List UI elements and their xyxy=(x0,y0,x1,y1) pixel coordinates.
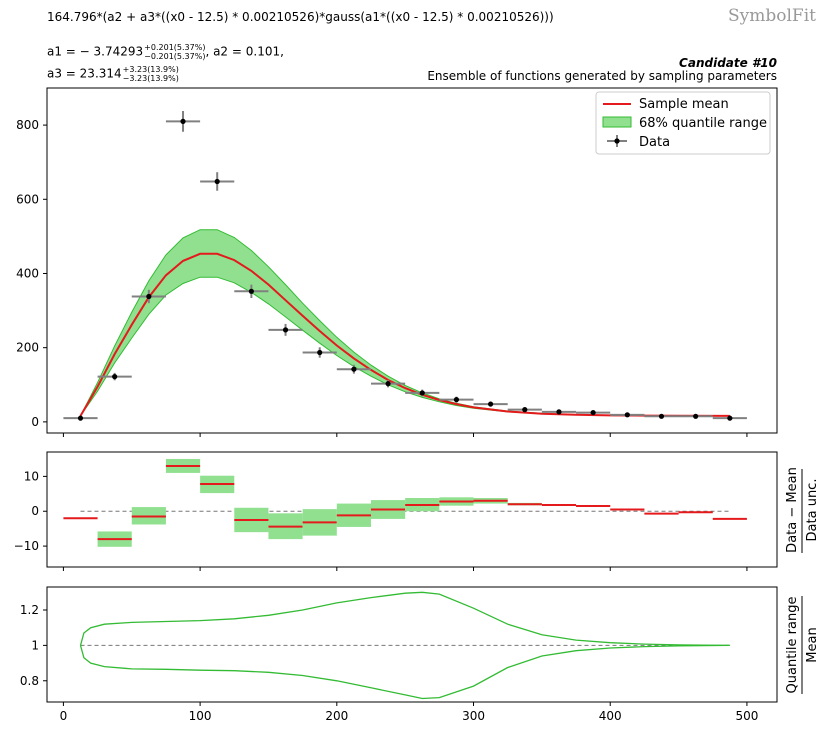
candidate-title: Candidate #10 xyxy=(679,56,777,70)
data-point xyxy=(282,327,289,333)
ratio-ylabel-bottom: Mean xyxy=(805,627,820,662)
data-point xyxy=(248,288,254,294)
formula-text: 164.796*(a2 + a3*((x0 - 12.5) * 0.002105… xyxy=(47,10,554,24)
symbolfit-logo: SymbolFit xyxy=(728,6,816,26)
residual-ytick-label: 0 xyxy=(31,504,39,518)
legend-band-swatch xyxy=(602,116,632,128)
legend-data-marker xyxy=(614,138,620,144)
data-point xyxy=(556,409,562,415)
main-ytick-label: 0 xyxy=(31,415,39,429)
data-point xyxy=(522,407,528,413)
residual-ylabel-bottom: Data unc. xyxy=(805,479,820,542)
x-tick-label: 200 xyxy=(325,709,348,723)
data-point xyxy=(214,178,220,185)
data-point xyxy=(351,366,357,372)
data-point xyxy=(317,349,323,356)
x-tick-label: 500 xyxy=(735,709,758,723)
residual-ytick-label: −10 xyxy=(14,539,39,553)
main-ytick-label: 200 xyxy=(16,341,39,355)
ratio-axes-frame xyxy=(46,586,778,703)
param-a3: a3 = 23.314+3.23(13.9%) −3.23(13.9%) xyxy=(47,65,179,83)
legend-band-label: 68% quantile range xyxy=(639,116,767,131)
data-point xyxy=(727,415,733,421)
data-point xyxy=(453,397,460,403)
x-tick-label: 400 xyxy=(599,709,622,723)
x-tick-label: 100 xyxy=(189,709,212,723)
data-point xyxy=(419,390,425,396)
ratio-ytick-label: 0.8 xyxy=(20,674,39,688)
legend-mean-label: Sample mean xyxy=(639,97,729,112)
main-axes-frame xyxy=(46,87,778,434)
ratio-lower-line xyxy=(79,644,730,700)
data-point xyxy=(658,413,665,419)
data-point xyxy=(77,415,84,421)
x-tick-label: 0 xyxy=(60,709,68,723)
a3-label: a3 = 23.314 xyxy=(47,66,122,81)
data-point xyxy=(146,293,152,300)
x-tick-label: 300 xyxy=(462,709,485,723)
a1-up: +0.201(5.37%) xyxy=(144,43,206,52)
data-point xyxy=(590,409,596,416)
data-point xyxy=(385,381,391,387)
main-ytick-label: 800 xyxy=(16,118,39,132)
data-point xyxy=(693,413,699,419)
sample-mean-line xyxy=(79,252,730,417)
legend-box xyxy=(595,91,771,155)
a1-label: a1 = − 3.74293 xyxy=(47,44,144,59)
residual-ytick-label: 10 xyxy=(24,469,39,483)
data-point xyxy=(112,374,118,380)
a3-up: +3.23(13.9%) xyxy=(122,65,179,74)
residual-ylabel-top: Data − Mean xyxy=(785,467,800,553)
ratio-upper-line xyxy=(79,591,730,647)
a2-text: , a2 = 0.101, xyxy=(205,44,284,59)
legend-data-label: Data xyxy=(639,135,670,150)
ratio-ylabel-top: Quantile range xyxy=(785,597,800,694)
quantile-band xyxy=(80,229,730,416)
data-point xyxy=(488,401,494,407)
residual-axes-frame xyxy=(46,451,778,568)
quantile-band-lower-edge xyxy=(80,276,730,417)
ratio-ytick-label: 1 xyxy=(31,638,39,652)
main-ytick-label: 400 xyxy=(16,266,39,280)
data-point xyxy=(180,118,186,124)
a3-down: −3.23(13.9%) xyxy=(122,74,179,83)
a1-down: −0.201(5.37%) xyxy=(144,52,206,61)
ensemble-subtitle: Ensemble of functions generated by sampl… xyxy=(427,69,777,83)
param-a1-a2: a1 = − 3.74293+0.201(5.37%) −0.201(5.37%)… xyxy=(47,43,284,61)
data-point xyxy=(624,412,630,418)
main-ytick-label: 600 xyxy=(16,192,39,206)
ratio-ytick-label: 1.2 xyxy=(20,603,39,617)
